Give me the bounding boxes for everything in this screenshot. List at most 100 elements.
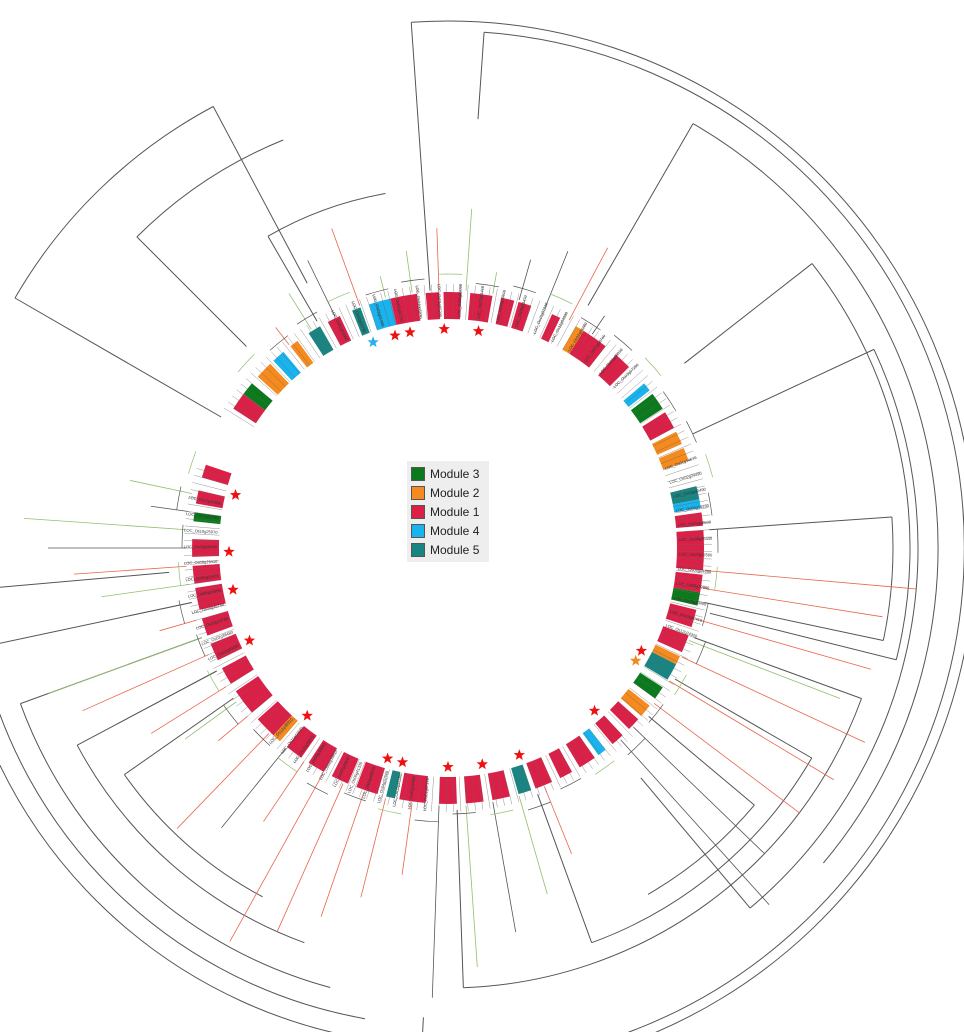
branch-arc: [594, 760, 615, 775]
leaf-tick: [640, 404, 671, 425]
leaf-tick: [663, 457, 697, 470]
leaf-tick: [187, 586, 223, 593]
branch-arc: [269, 335, 289, 351]
branch-arc: [695, 641, 706, 664]
module-block: [210, 633, 243, 661]
leaf-label: LOC_Os01g57170: [422, 777, 430, 811]
leaf-tick: [497, 771, 505, 806]
branch-arc: [714, 566, 718, 591]
leaf-tick: [583, 732, 605, 761]
leaf-tick: [598, 720, 623, 747]
branch-line: [492, 272, 498, 294]
module-block: [623, 383, 650, 407]
leaf-tick: [484, 287, 491, 322]
leaf-tick: [665, 464, 699, 476]
leaf-tick: [352, 301, 366, 335]
leaf-tick: [240, 383, 269, 406]
module-block: [399, 772, 428, 803]
leaf-tick: [676, 536, 712, 539]
branch-line: [101, 584, 189, 598]
branch-line: [587, 123, 694, 306]
module-block: [195, 490, 225, 509]
branch-line: [692, 348, 875, 435]
branch-line: [276, 783, 344, 932]
branch-arc: [14, 106, 214, 299]
module-block: [327, 316, 352, 346]
branch-arc: [176, 486, 182, 510]
leaf-tick: [271, 718, 295, 745]
branch-line: [379, 276, 386, 298]
module-block: [676, 530, 705, 548]
leaf-tick: [616, 369, 644, 394]
branch-arc: [749, 349, 919, 909]
branch-arc: [188, 451, 197, 474]
legend-swatch-module-2: [411, 485, 425, 500]
branch-arc: [662, 391, 677, 412]
leaf-tick: [509, 293, 520, 328]
leaf-tick: [359, 299, 372, 333]
leaf-tick: [556, 749, 574, 781]
module-block: [352, 307, 370, 336]
leaf-tick: [240, 690, 269, 713]
module-block: [562, 326, 584, 354]
leaf-tick: [603, 354, 628, 381]
leaf-label: LOC_Os05g05290: [437, 284, 443, 318]
leaf-tick: [300, 329, 321, 359]
branch-line: [14, 297, 222, 418]
branch-arc: [527, 801, 551, 811]
leaf-tick: [232, 395, 261, 417]
leaf-tick: [332, 753, 348, 786]
leaf-tick: [573, 326, 593, 357]
leaf-tick: [282, 726, 305, 754]
leaf-tick: [676, 557, 712, 560]
branch-line: [674, 678, 812, 759]
module-block: [443, 291, 462, 320]
leaf-tick: [647, 660, 678, 679]
branch-arc: [401, 278, 425, 283]
leaf-tick: [671, 595, 707, 604]
leaf-tick: [675, 570, 711, 574]
branch-line: [704, 570, 917, 590]
branch-line: [709, 516, 892, 531]
module-block: [633, 672, 663, 699]
leaf-tick: [515, 766, 527, 801]
module-block: [565, 735, 595, 768]
leaf-tick: [593, 724, 617, 752]
leaf-tick: [232, 679, 261, 701]
leaf-tick: [452, 284, 454, 320]
branch-arc: [647, 804, 755, 895]
leaf-tick: [603, 715, 628, 742]
branch-arc: [627, 738, 646, 756]
module-block: [511, 301, 532, 332]
module-block: [308, 326, 334, 356]
star-marker: [367, 336, 379, 348]
leaf-tick: [423, 285, 428, 320]
leaf-tick: [636, 398, 666, 419]
leaf-tick: [306, 741, 326, 771]
branch-arc: [306, 782, 329, 795]
module-block: [582, 728, 606, 756]
branch-line: [620, 739, 770, 905]
leaf-tick: [675, 514, 710, 520]
leaf-label: LOC_Os02g50490: [407, 775, 417, 809]
leaf-label: LOC_Os07g01410: [476, 285, 485, 319]
branch-arc: [705, 454, 714, 478]
star-marker: [438, 323, 450, 334]
leaf-tick: [312, 321, 331, 352]
branch-line: [267, 235, 318, 322]
legend-item-module-4: Module 4: [411, 521, 485, 540]
branch-line: [217, 716, 248, 742]
leaf-tick: [670, 485, 705, 495]
branch-arc: [560, 778, 582, 790]
branch-line: [456, 809, 464, 988]
leaf-tick: [567, 742, 587, 773]
branch-line: [633, 726, 765, 854]
module-block: [222, 655, 254, 684]
branch-line: [695, 618, 872, 670]
branch-line: [477, 32, 485, 120]
leaf-label: LOC_Os02g03790: [351, 300, 368, 334]
leaf-tick: [650, 655, 682, 673]
leaf-tick: [338, 756, 354, 789]
leaf-tick: [198, 623, 232, 635]
